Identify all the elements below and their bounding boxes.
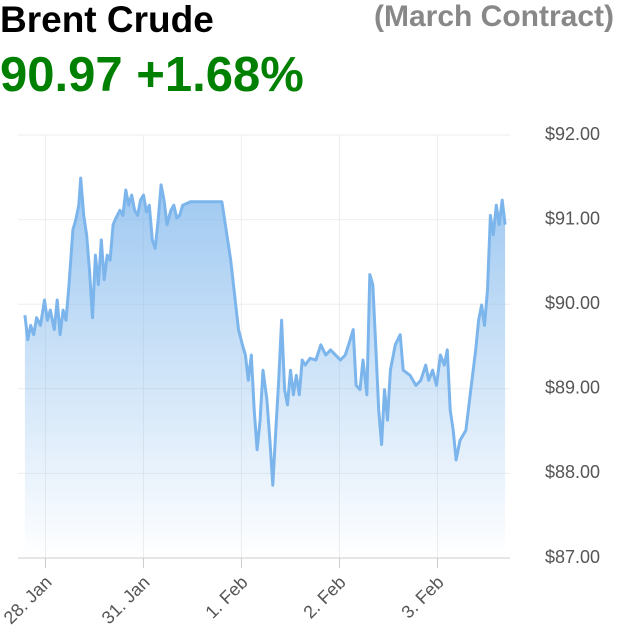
price-line	[23, 176, 507, 487]
price: 90.97 +1.68%	[0, 48, 304, 102]
y-tick-label: $91.00	[545, 208, 600, 228]
area-fill	[24, 178, 506, 558]
x-tick-label: 1. Feb	[201, 572, 251, 622]
price-value: 90.97	[0, 48, 123, 102]
x-tick-label: 2. Feb	[299, 572, 349, 622]
x-tick-label: 31. Jan	[98, 572, 154, 628]
y-tick-label: $88.00	[545, 462, 600, 482]
x-tick-label: 28. Jan	[0, 572, 56, 628]
y-tick-label: $89.00	[545, 378, 600, 398]
y-tick-label: $87.00	[545, 547, 600, 567]
subtitle: (March Contract)	[374, 0, 614, 33]
y-tick-label: $92.00	[545, 124, 600, 144]
y-tick-label: $90.00	[545, 293, 600, 313]
price-change: +1.68%	[136, 48, 304, 102]
chart-title: Brent Crude	[0, 0, 214, 40]
x-tick-label: 3. Feb	[397, 572, 447, 622]
